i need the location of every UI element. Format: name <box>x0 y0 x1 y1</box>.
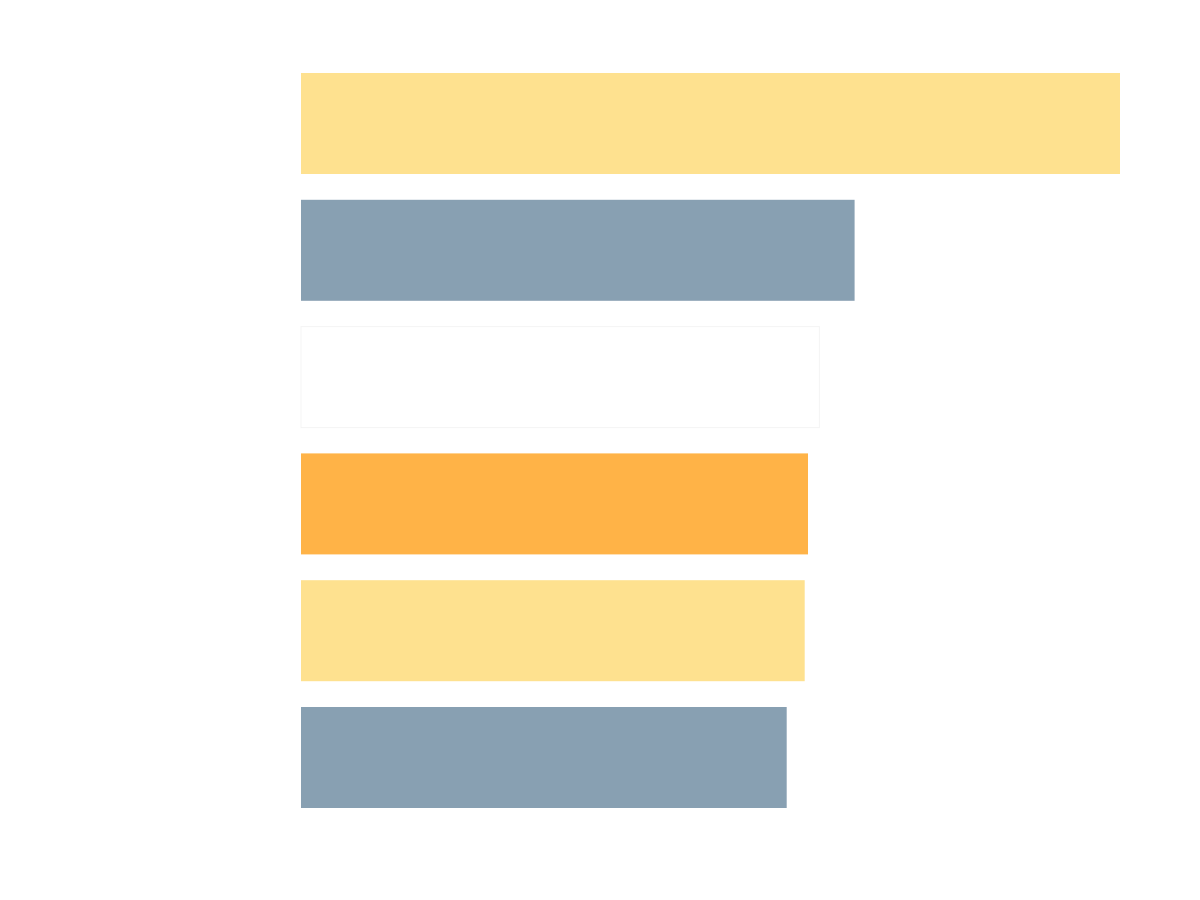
bar-5 <box>301 580 805 682</box>
bar-2 <box>301 199 855 301</box>
bars-group <box>300 73 1120 808</box>
bar-3 <box>300 326 820 429</box>
bar-6 <box>301 707 787 808</box>
bar-1 <box>301 73 1120 174</box>
bar-4 <box>301 453 808 555</box>
